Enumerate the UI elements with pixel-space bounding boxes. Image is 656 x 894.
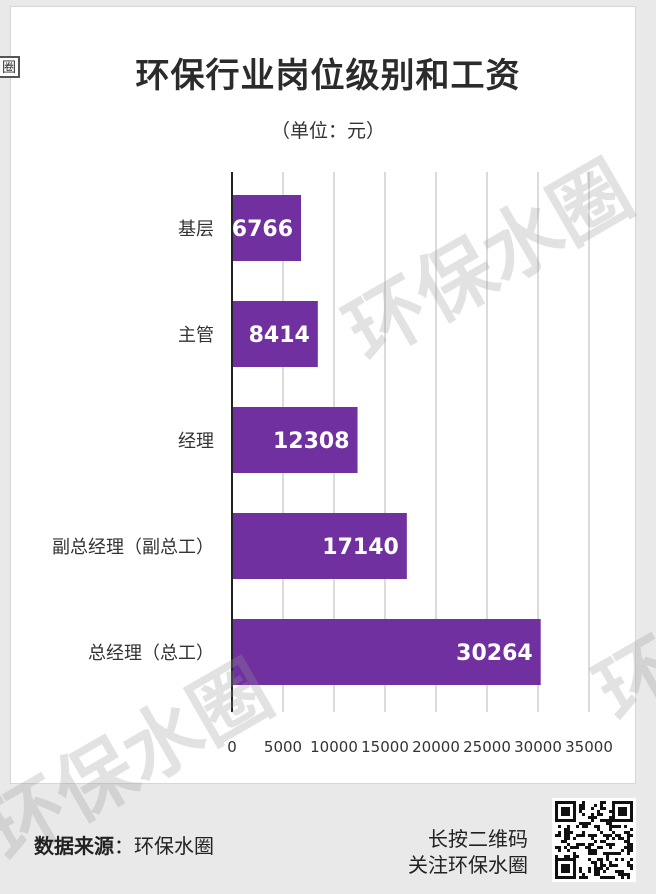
x-tick-label: 5000 xyxy=(264,738,302,756)
bar xyxy=(232,407,358,473)
x-tick-label: 15000 xyxy=(361,738,409,756)
x-tick-label: 30000 xyxy=(514,738,562,756)
chart-unit-subtitle: （单位：元） xyxy=(270,120,385,142)
bar-value-label: 12308 xyxy=(273,429,350,454)
qr-code[interactable] xyxy=(552,798,636,882)
edge-watermark-glyph: 圈 xyxy=(0,56,20,78)
chart-title: 环保行业岗位级别和工资 xyxy=(135,56,521,96)
bar xyxy=(232,619,541,685)
category-label: 基层 xyxy=(178,219,214,240)
data-source: 数据来源：环保水圈 xyxy=(34,830,214,859)
category-label: 副总经理（副总工） xyxy=(52,537,214,558)
x-tick-label: 0 xyxy=(227,738,237,756)
follow-prompt: 长按二维码 关注环保水圈 xyxy=(408,826,528,878)
follow-prompt-line2: 关注环保水圈 xyxy=(408,853,528,877)
bar xyxy=(232,301,318,367)
follow-prompt-line1: 长按二维码 xyxy=(428,827,528,851)
category-label: 主管 xyxy=(178,325,214,346)
bar-value-label: 17140 xyxy=(322,535,399,560)
data-source-label: 数据来源 xyxy=(34,834,114,858)
category-label: 经理 xyxy=(178,431,214,452)
bar-value-label: 6766 xyxy=(232,217,293,242)
x-tick-label: 20000 xyxy=(412,738,460,756)
category-label: 总经理（总工） xyxy=(88,643,214,664)
x-tick-label: 25000 xyxy=(463,738,511,756)
bar xyxy=(232,195,302,261)
bar-value-label: 30264 xyxy=(456,641,533,666)
bar xyxy=(232,513,407,579)
data-source-value: ：环保水圈 xyxy=(114,834,214,858)
bar-value-label: 8414 xyxy=(249,323,310,348)
x-tick-label: 35000 xyxy=(565,738,613,756)
x-tick-label: 10000 xyxy=(310,738,358,756)
